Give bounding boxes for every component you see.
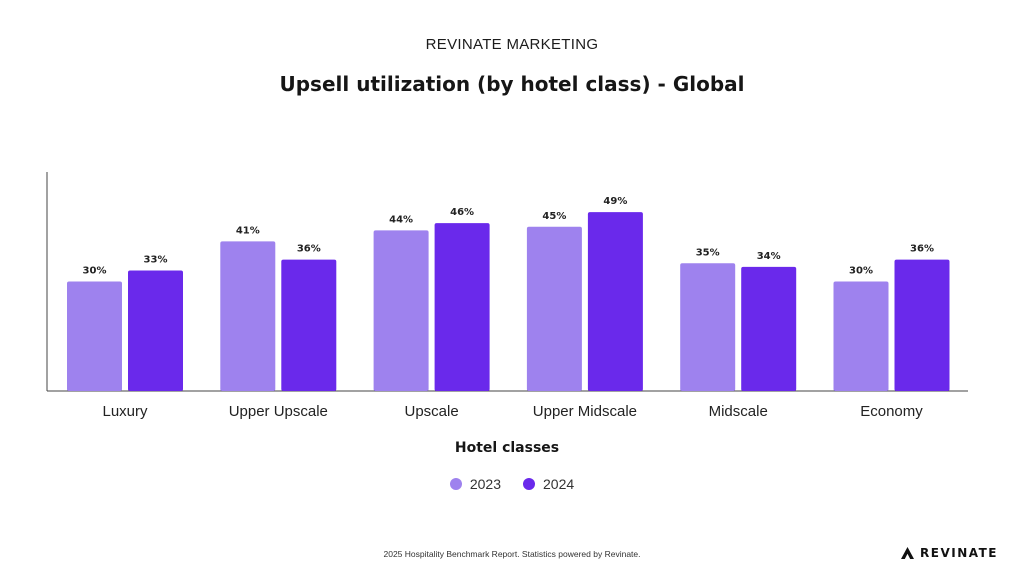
legend-label-2024: 2024 bbox=[543, 476, 575, 492]
bar-upper-midscale-2023 bbox=[526, 226, 582, 391]
bar-upper-midscale-2024 bbox=[587, 212, 643, 391]
bar-upper-upscale-2023 bbox=[220, 241, 276, 391]
bar-label-upper-midscale-2023: 45% bbox=[542, 211, 566, 222]
bar-upper-upscale-2024 bbox=[281, 259, 337, 391]
bar-label-economy-2023: 30% bbox=[849, 266, 873, 277]
x-tick-label-upper-midscale: Upper Midscale bbox=[533, 403, 637, 420]
bar-label-midscale-2023: 35% bbox=[696, 247, 720, 258]
bar-label-upper-upscale-2023: 41% bbox=[236, 225, 260, 236]
bar-label-luxury-2023: 30% bbox=[83, 266, 107, 277]
bar-label-midscale-2024: 34% bbox=[757, 251, 781, 262]
legend-swatch-2023 bbox=[449, 478, 462, 490]
x-tick-label-upper-upscale: Upper Upscale bbox=[229, 403, 328, 420]
bar-label-upscale-2024: 46% bbox=[450, 207, 474, 218]
x-axis-label: Hotel classes bbox=[455, 440, 559, 456]
revinate-logo: REVINATE bbox=[901, 546, 998, 560]
bar-upscale-2023 bbox=[373, 230, 429, 391]
bar-upscale-2024 bbox=[434, 223, 490, 391]
bar-economy-2024 bbox=[894, 259, 950, 391]
bar-label-upscale-2023: 44% bbox=[389, 214, 413, 225]
bar-luxury-2023 bbox=[67, 281, 122, 391]
legend-item-2023: 2023 bbox=[449, 476, 501, 492]
bar-midscale-2023 bbox=[680, 263, 736, 391]
x-tick-label-midscale: Midscale bbox=[709, 403, 768, 420]
report-supertitle: REVINATE MARKETING bbox=[425, 36, 599, 53]
x-tick-label-luxury: Luxury bbox=[102, 403, 148, 420]
legend-item-2024: 2024 bbox=[523, 476, 574, 492]
chart-title: Upsell utilization (by hotel class) - Gl… bbox=[279, 72, 745, 96]
bar-luxury-2024 bbox=[128, 270, 183, 391]
x-tick-label-economy: Economy bbox=[860, 403, 923, 420]
revinate-logo-text: REVINATE bbox=[920, 546, 998, 560]
bar-label-upper-midscale-2024: 49% bbox=[603, 196, 627, 207]
legend-swatch-2024 bbox=[523, 478, 535, 490]
chart-legend: 2023 2024 bbox=[0, 476, 1024, 492]
bar-labels-group: 30% 33% 41% 36% 44% 46% 45% 49% 35% 34% 30% 36% bbox=[83, 196, 934, 276]
bars-group bbox=[67, 212, 950, 391]
revinate-logo-icon bbox=[901, 547, 915, 559]
bar-label-luxury-2024: 33% bbox=[144, 255, 168, 266]
bar-midscale-2024 bbox=[741, 266, 797, 391]
footer-note: 2025 Hospitality Benchmark Report. Stati… bbox=[383, 549, 641, 559]
bar-label-economy-2024: 36% bbox=[910, 244, 934, 255]
bar-chart: 30% 33% 41% 36% 44% 46% 45% 49% 35% 34% 30% 36% Lux… bbox=[46, 172, 968, 456]
bar-label-upper-upscale-2024: 36% bbox=[297, 244, 321, 255]
bar-economy-2023 bbox=[833, 281, 889, 391]
x-tick-labels-group: Luxury Upper Upscale Upscale Upper Midscale… bbox=[102, 403, 923, 420]
legend-label-2023: 2023 bbox=[469, 476, 501, 492]
x-tick-label-upscale: Upscale bbox=[404, 403, 458, 420]
